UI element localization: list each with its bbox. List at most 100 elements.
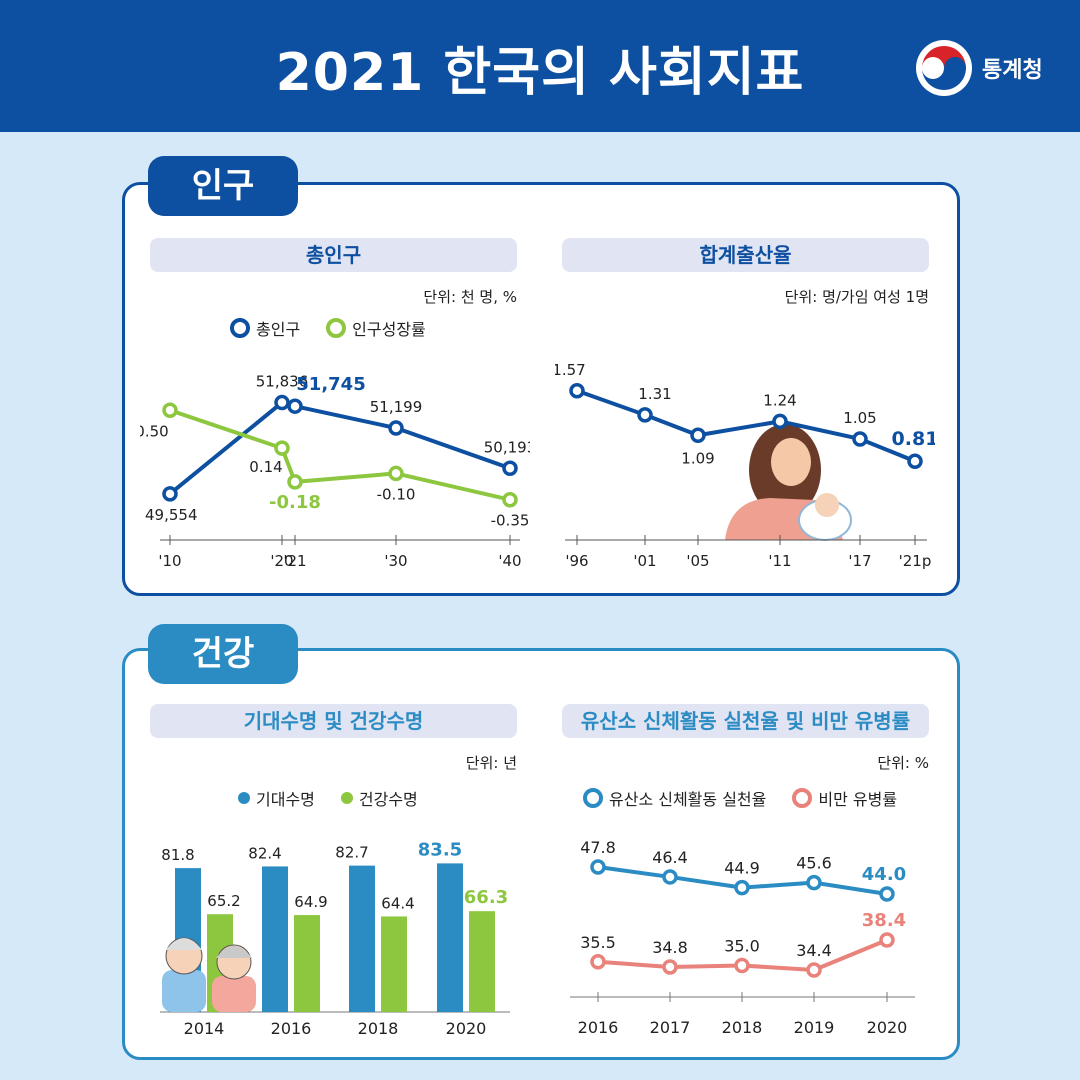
obesity-point — [590, 954, 606, 970]
life-expectancy-tick-label: 2016 — [271, 1019, 312, 1038]
population-tick-label: '21 — [283, 552, 306, 570]
fertility-illustration — [725, 424, 852, 541]
page-title: 2021 한국의 사회지표 — [275, 43, 805, 103]
legend-growth-rate: 인구성장률 — [326, 316, 426, 340]
mother-baby-illustration — [725, 424, 852, 541]
header-bar: 2021 한국의 사회지표 통계청 — [0, 0, 1080, 132]
aerobic-activity-point — [734, 879, 750, 896]
healthy-life-bar — [469, 911, 495, 1012]
fertility-unit: 단위: 명/가임 여성 1명 — [784, 288, 929, 306]
total-population-point — [388, 420, 404, 436]
fertility-tick-label: '21p — [899, 552, 932, 570]
legend-obesity-label: 비만 유병률 — [818, 790, 898, 809]
growth-rate-data-label: -0.35 — [491, 512, 530, 530]
population-legend: 총인구 인구성장률 — [230, 316, 426, 340]
fertility-data-label: 1.24 — [763, 391, 796, 409]
total-population-data-label: 51,836 — [256, 373, 309, 391]
aerobic-activity-point — [879, 886, 895, 902]
legend-aerobic-activity-marker — [583, 788, 603, 808]
aerobic-activity-point — [590, 859, 606, 875]
fertility-chart: '96 '01 '05 '11 '17 '21p 1.57 1.31 1.09 1.24 1.05… — [555, 361, 935, 570]
activity-obesity-tick-label: 2018 — [722, 1018, 763, 1037]
fertility-data-label: 0.81 — [892, 428, 935, 450]
total-population-line — [168, 400, 511, 496]
growth-rate-point — [274, 440, 290, 456]
fertility-line — [576, 388, 916, 464]
healthy-life-data-label: 64.4 — [381, 894, 414, 912]
legend-obesity-marker — [792, 788, 813, 808]
legend-life-expectancy-marker — [238, 792, 250, 804]
life-expectancy-data-label: 82.4 — [248, 844, 281, 862]
activity-obesity-unit: 단위: % — [877, 754, 929, 772]
obesity-data-label: 38.4 — [862, 910, 906, 931]
life-expectancy-chart: 2014 2016 2018 2020 81.8 65.2 82.4 64.9 82.7 64.… — [160, 839, 510, 1038]
legend-healthy-life-marker — [340, 792, 353, 804]
population-tick-label: '40 — [498, 552, 521, 570]
legend-life-expectancy: 기대수명 — [238, 786, 315, 810]
legend-life-expectancy-label: 기대수명 — [256, 790, 315, 809]
healthy-life-bar — [294, 915, 320, 1012]
healthy-life-data-label: 65.2 — [207, 892, 240, 910]
growth-rate-point — [162, 402, 178, 419]
total-population-data-label: 50,193 — [484, 438, 530, 456]
activity-obesity-tick-label: 2019 — [794, 1018, 835, 1037]
population-tab: 인구 — [148, 156, 298, 216]
population-tick-label: '10 — [158, 552, 181, 570]
obesity-data-label: 34.8 — [652, 938, 688, 957]
growth-rate-data-label: 0.14 — [249, 458, 282, 476]
aerobic-activity-data-label: 44.0 — [862, 864, 906, 885]
health-tab: 건강 — [148, 624, 298, 684]
fertility-tick-label: '11 — [768, 552, 791, 570]
total-population-title: 총인구 — [150, 238, 517, 272]
legend-aerobic-activity-label: 유산소 신체활동 실천율 — [609, 790, 767, 809]
life-expectancy-bar — [437, 863, 463, 1012]
fertility-point — [637, 407, 653, 423]
fertility-tick-label: '96 — [565, 552, 588, 570]
obesity-data-label: 34.4 — [796, 941, 832, 960]
aerobic-activity-data-label: 47.8 — [580, 838, 616, 857]
fertility-lines: 1.57 1.31 1.09 1.24 1.05 0.81 — [555, 361, 935, 469]
growth-rate-data-label: -0.10 — [377, 485, 416, 503]
population-axis: '10 '20'21 '30 '40 — [158, 535, 522, 570]
aerobic-activity-point — [662, 869, 678, 885]
growth-rate-point — [388, 465, 404, 482]
growth-rate-data-label: 0.50 — [140, 422, 169, 440]
fertility-tick-label: '01 — [633, 552, 656, 570]
aerobic-activity-data-label: 44.9 — [724, 859, 760, 878]
fertility-data-label: 1.09 — [681, 449, 714, 467]
government-logo-icon — [916, 40, 972, 96]
aerobic-activity-data-label: 46.4 — [652, 848, 688, 867]
healthy-life-bar — [381, 916, 407, 1012]
total-population-data-label: 49,554 — [145, 506, 198, 524]
fertility-data-label: 1.31 — [638, 385, 671, 403]
growth-rate-data-label: -0.18 — [269, 492, 321, 513]
elderly-couple-illustration — [162, 937, 256, 1012]
fertility-point — [569, 383, 585, 399]
activity-obesity-chart: 2016 2017 2018 2019 2020 47.8 46.4 44.9 45.6 44.… — [570, 838, 915, 1037]
life-expectancy-data-label: 82.7 — [335, 844, 368, 862]
fertility-data-label: 1.05 — [843, 409, 876, 427]
healthy-life-data-label: 64.9 — [294, 893, 327, 911]
population-tick-label: '30 — [384, 552, 407, 570]
life-expectancy-axis: 2014 2016 2018 2020 — [160, 1011, 510, 1038]
obesity-data-label: 35.0 — [724, 937, 760, 956]
total-population-data-label: 51,199 — [370, 398, 423, 416]
life-expectancy-tick-label: 2018 — [358, 1019, 399, 1038]
legend-total-population-marker — [230, 318, 250, 338]
fertility-point — [852, 431, 868, 447]
org-name: 통계청 — [982, 58, 1043, 83]
obesity-point — [662, 959, 678, 975]
fertility-point — [907, 453, 923, 469]
fertility-data-label: 1.57 — [555, 361, 586, 379]
legend-healthy-life-label: 건강수명 — [358, 790, 418, 809]
total-population-point — [502, 460, 518, 477]
life-expectancy-tick-label: 2020 — [446, 1019, 487, 1038]
life-expectancy-legend: 기대수명 건강수명 — [238, 786, 418, 810]
aerobic-activity-point — [806, 874, 822, 891]
fertility-title: 합계출산율 — [562, 238, 929, 272]
obesity-point — [806, 962, 822, 978]
life-expectancy-title: 기대수명 및 건강수명 — [150, 704, 517, 738]
fertility-axis: '96 '01 '05 '11 '17 '21p — [565, 535, 931, 570]
activity-obesity-axis: 2016 2017 2018 2019 2020 — [570, 992, 915, 1037]
